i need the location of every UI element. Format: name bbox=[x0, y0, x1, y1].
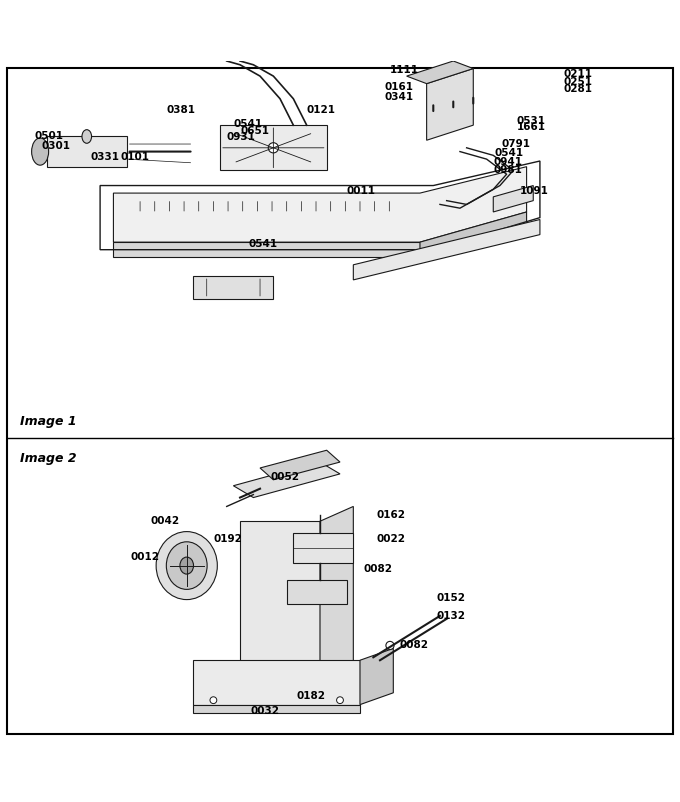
Text: 0931: 0931 bbox=[226, 132, 256, 142]
Text: 0011: 0011 bbox=[347, 186, 375, 196]
Text: 0941: 0941 bbox=[493, 157, 522, 167]
Polygon shape bbox=[233, 462, 340, 497]
Text: 0281: 0281 bbox=[563, 84, 592, 95]
Text: 0381: 0381 bbox=[167, 105, 196, 115]
Text: 0082: 0082 bbox=[400, 641, 429, 650]
Text: Image 1: Image 1 bbox=[20, 415, 77, 428]
Polygon shape bbox=[193, 705, 360, 714]
Ellipse shape bbox=[180, 557, 194, 574]
Text: 0182: 0182 bbox=[296, 691, 326, 701]
Text: 0121: 0121 bbox=[307, 105, 336, 115]
Polygon shape bbox=[47, 136, 126, 167]
Polygon shape bbox=[114, 167, 526, 242]
Polygon shape bbox=[293, 533, 354, 563]
Text: 0541: 0541 bbox=[494, 148, 524, 159]
Text: 1111: 1111 bbox=[390, 66, 419, 75]
Text: 0101: 0101 bbox=[120, 152, 149, 162]
Text: 1091: 1091 bbox=[520, 186, 549, 196]
Text: 0161: 0161 bbox=[385, 83, 413, 92]
Ellipse shape bbox=[167, 542, 207, 589]
Text: 0531: 0531 bbox=[517, 115, 545, 126]
Polygon shape bbox=[114, 242, 420, 257]
Text: 1661: 1661 bbox=[517, 122, 545, 132]
Text: 0211: 0211 bbox=[563, 69, 592, 79]
Polygon shape bbox=[287, 581, 347, 604]
Text: 0152: 0152 bbox=[437, 593, 466, 603]
Ellipse shape bbox=[82, 130, 92, 144]
Polygon shape bbox=[420, 212, 526, 257]
Polygon shape bbox=[426, 68, 473, 140]
Polygon shape bbox=[320, 506, 354, 690]
Ellipse shape bbox=[268, 143, 279, 153]
Polygon shape bbox=[193, 276, 273, 299]
Circle shape bbox=[386, 642, 394, 650]
Text: 0541: 0541 bbox=[248, 239, 277, 249]
Circle shape bbox=[337, 697, 343, 703]
Text: Image 2: Image 2 bbox=[20, 452, 77, 465]
Polygon shape bbox=[193, 660, 360, 705]
Circle shape bbox=[210, 697, 217, 703]
Text: 0022: 0022 bbox=[377, 534, 406, 544]
Text: 0301: 0301 bbox=[41, 141, 71, 151]
Text: 0651: 0651 bbox=[240, 126, 269, 136]
Polygon shape bbox=[240, 521, 320, 690]
Text: 0052: 0052 bbox=[270, 472, 299, 482]
Text: 0042: 0042 bbox=[150, 516, 180, 526]
Text: 0192: 0192 bbox=[214, 534, 242, 544]
Polygon shape bbox=[354, 220, 540, 280]
Text: 0012: 0012 bbox=[130, 552, 159, 561]
Text: 0251: 0251 bbox=[563, 77, 592, 87]
Polygon shape bbox=[493, 185, 533, 212]
Text: 0331: 0331 bbox=[90, 152, 119, 162]
Text: 0981: 0981 bbox=[493, 165, 522, 176]
Polygon shape bbox=[360, 649, 393, 705]
Text: 0791: 0791 bbox=[501, 139, 530, 149]
Text: 0162: 0162 bbox=[377, 510, 406, 520]
Polygon shape bbox=[407, 61, 473, 83]
Text: 0341: 0341 bbox=[385, 92, 413, 102]
Polygon shape bbox=[260, 450, 340, 480]
Text: 0032: 0032 bbox=[250, 706, 279, 715]
Text: 0541: 0541 bbox=[233, 119, 262, 129]
Ellipse shape bbox=[156, 532, 218, 600]
Text: 0082: 0082 bbox=[363, 564, 392, 573]
Text: 0132: 0132 bbox=[437, 611, 466, 621]
Ellipse shape bbox=[32, 138, 49, 165]
Text: 0501: 0501 bbox=[35, 132, 64, 141]
Polygon shape bbox=[220, 125, 326, 171]
